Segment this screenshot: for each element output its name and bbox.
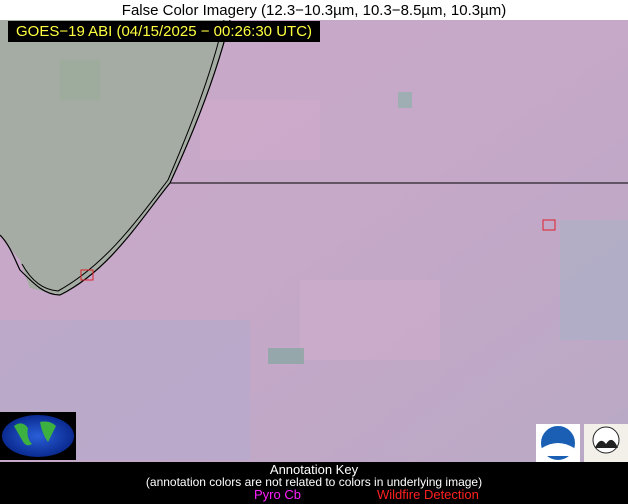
key-note: (annotation colors are not related to co… [145, 475, 483, 489]
timestamp: GOES−19 ABI (04/15/2025 − 00:26:30 UTC) [8, 21, 321, 42]
key-item: Pyro Cb [254, 487, 301, 502]
key-title: Annotation Key [269, 462, 359, 477]
satellite-image [0, 20, 628, 462]
annotation-key: Annotation Key (annotation colors are no… [0, 462, 628, 504]
key-item: Wildfire Detection [377, 487, 479, 502]
title: False Color Imagery (12.3−10.3µm, 10.3−8… [121, 2, 507, 19]
